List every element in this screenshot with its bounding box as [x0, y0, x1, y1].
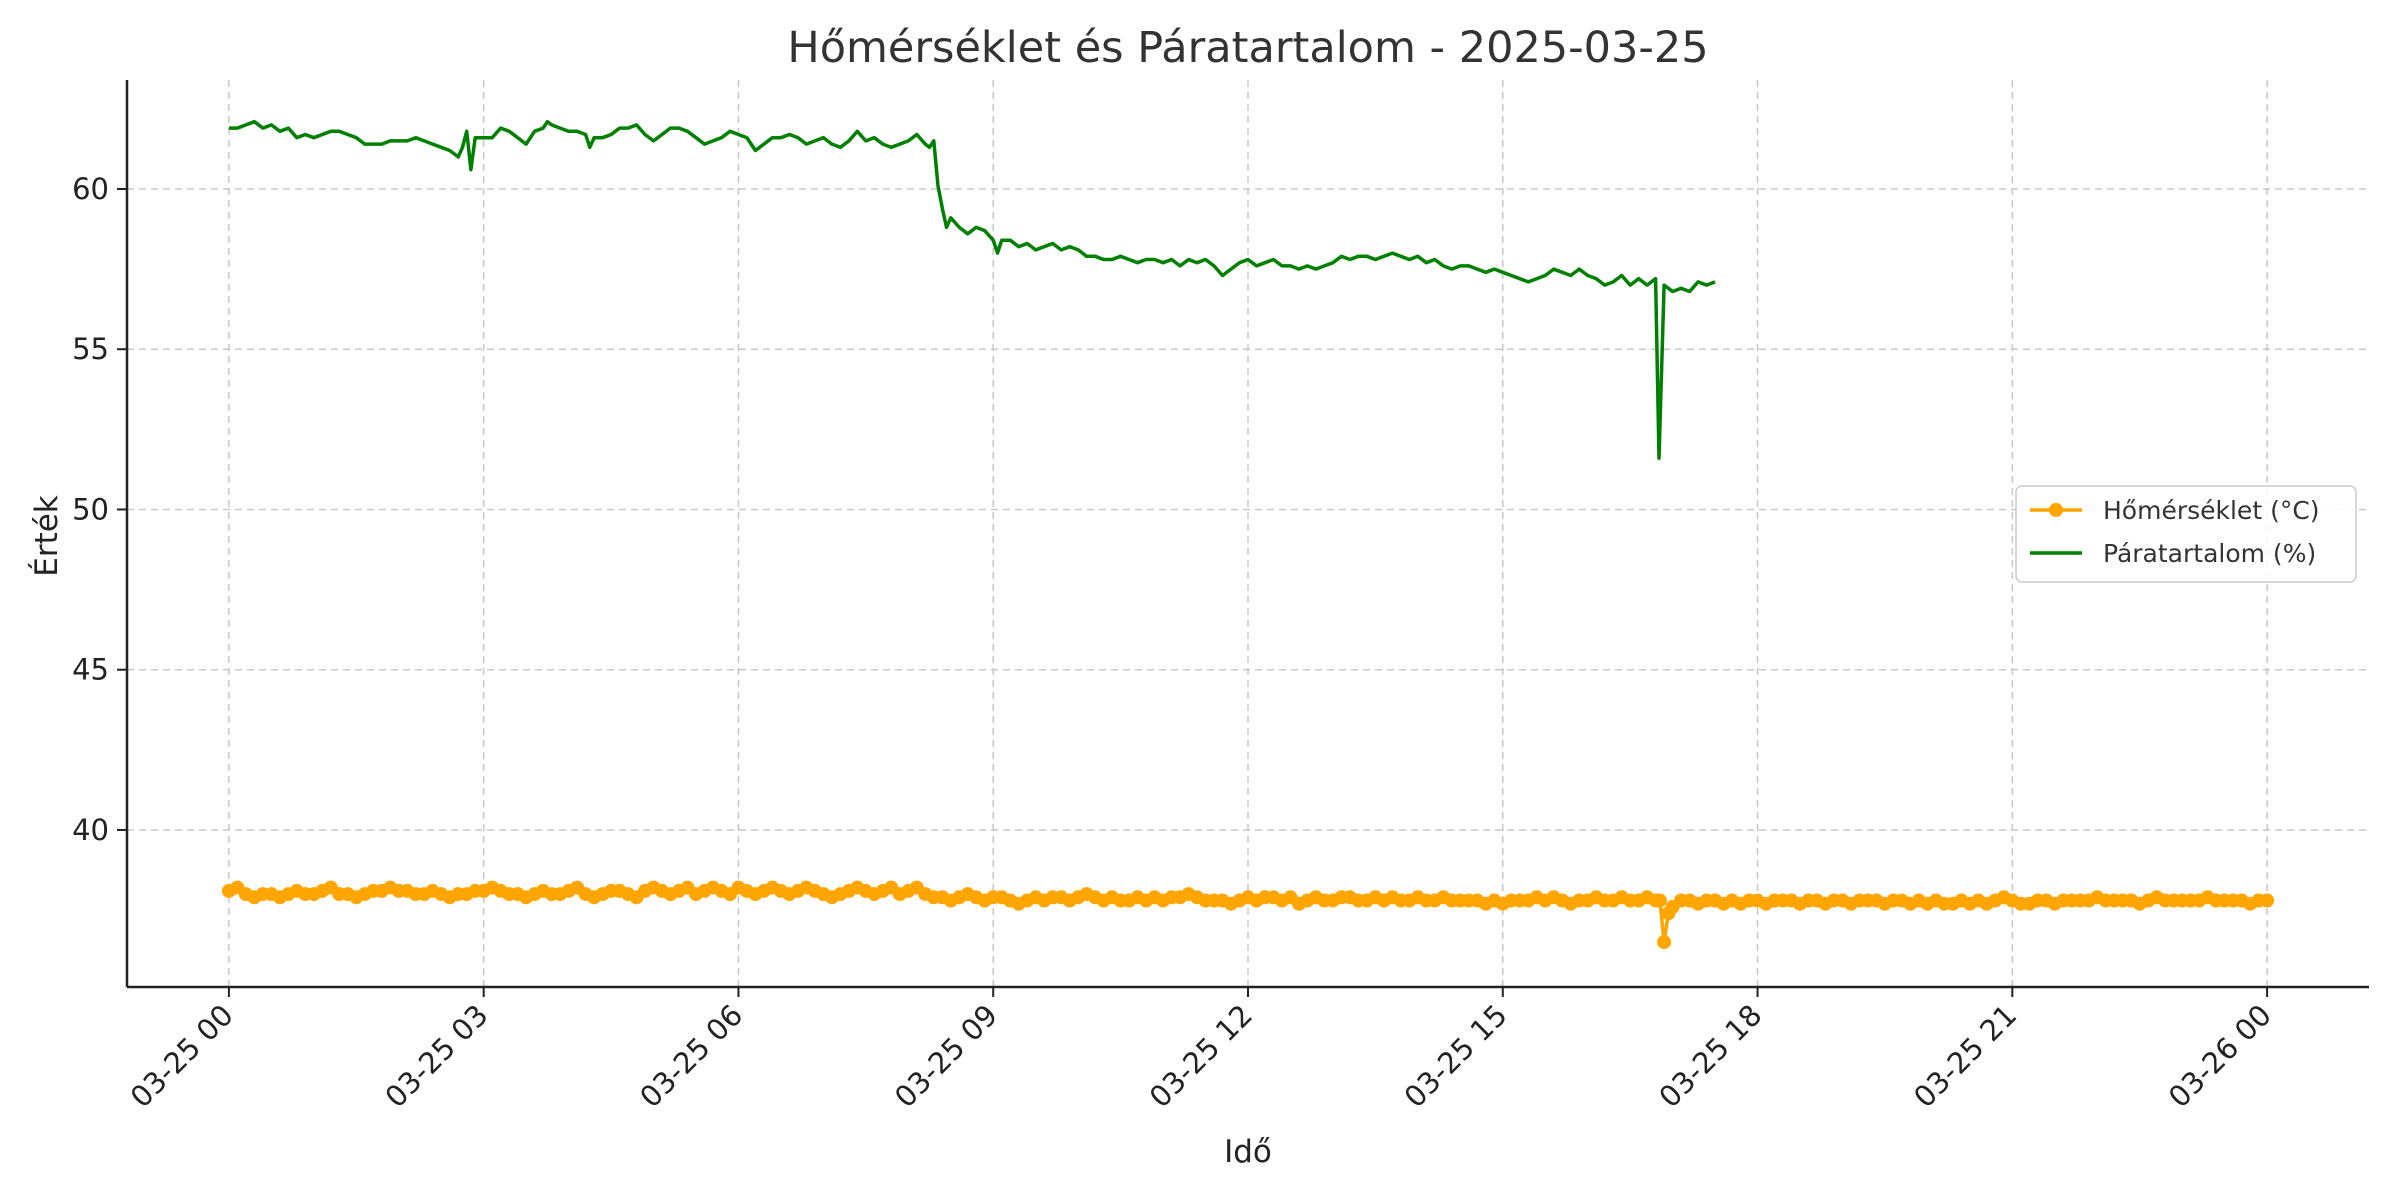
x-tick-label: 03-26 00	[2162, 998, 2278, 1114]
x-tick-label: 03-25 06	[633, 998, 749, 1114]
legend-box	[2015, 485, 2357, 583]
x-tick-label: 03-25 03	[378, 998, 494, 1114]
legend-label-temperature: Hőmérséklet (°C)	[2103, 496, 2320, 525]
y-tick-label: 40	[72, 813, 109, 847]
x-tick-label: 03-25 09	[888, 998, 1004, 1114]
y-tick-label: 55	[72, 332, 109, 366]
y-tick-label: 50	[72, 492, 109, 526]
y-axis-label: Érték	[29, 495, 65, 577]
x-axis-label: Idő	[1224, 1134, 1272, 1170]
series-line-1	[228, 119, 1716, 460]
series-layer	[221, 119, 2275, 950]
chart-ticks: 03-25 00 03-25 03 03-25 06 03-25 09 03-25 12…	[72, 172, 2278, 1114]
x-tick-label: 03-25 21	[1907, 998, 2023, 1114]
data-point	[1652, 893, 1667, 908]
x-tick-label: 03-25 15	[1397, 998, 1513, 1114]
legend-marker-temperature	[2049, 503, 2063, 517]
y-tick-label: 60	[72, 172, 109, 206]
chart-title: Hőmérséklet és Páratartalom - 2025-03-25	[787, 23, 1708, 73]
data-point	[1657, 935, 1672, 950]
data-point	[2260, 893, 2275, 908]
x-tick-label: 03-25 18	[1652, 998, 1768, 1114]
y-tick-label: 45	[72, 653, 109, 687]
x-tick-label: 03-25 00	[124, 998, 240, 1114]
legend-label-humidity: Páratartalom (%)	[2103, 539, 2316, 568]
x-tick-label: 03-25 12	[1143, 998, 1259, 1114]
legend: Hőmérséklet (°C) Páratartalom (%)	[2015, 485, 2357, 583]
chart-grid	[127, 80, 2369, 987]
